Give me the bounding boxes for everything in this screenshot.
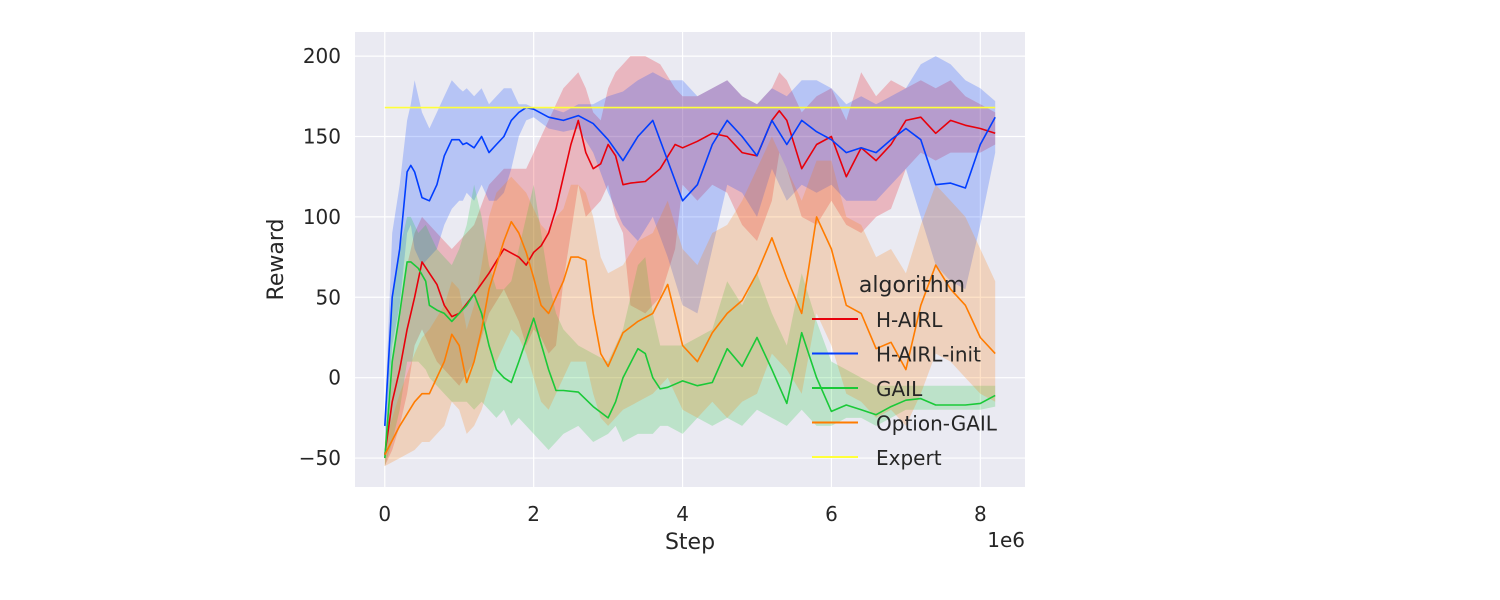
y-tick-label: 50 bbox=[316, 285, 341, 309]
h-airl-init-line bbox=[384, 106, 996, 426]
y-tick-label: −50 bbox=[299, 446, 341, 470]
x-tick-label: 0 bbox=[378, 502, 391, 526]
y-tick-label: 150 bbox=[303, 125, 341, 149]
gail-band bbox=[384, 184, 996, 467]
h-airl-line bbox=[384, 110, 996, 455]
legend-label-gail: GAIL bbox=[876, 377, 923, 401]
y-axis-label: Reward bbox=[264, 219, 289, 301]
y-tick-labels: −50 0 50 100 150 200 bbox=[299, 44, 341, 470]
x-tick-label: 8 bbox=[974, 502, 987, 526]
legend-label-h-airl: H-AIRL bbox=[876, 308, 943, 332]
option-gail-band bbox=[384, 136, 996, 467]
series-lines bbox=[384, 106, 996, 459]
legend-label-option-gail: Option-GAIL bbox=[876, 412, 998, 436]
y-tick-label: 100 bbox=[303, 205, 341, 229]
h-airl-band bbox=[384, 56, 996, 467]
option-gail-line bbox=[384, 216, 996, 456]
x-tick-label: 2 bbox=[527, 502, 540, 526]
legend-label-h-airl-init: H-AIRL-init bbox=[876, 343, 981, 367]
y-tick-label: 0 bbox=[328, 366, 341, 390]
confidence-bands bbox=[384, 56, 996, 467]
x-tick-label: 4 bbox=[676, 502, 689, 526]
legend: algorithm H-AIRL H-AIRL-init GAIL Option-GA… bbox=[812, 273, 998, 470]
x-offset-label: 1e6 bbox=[987, 528, 1025, 552]
gail-line bbox=[384, 261, 996, 459]
h-airl-init-band bbox=[384, 56, 996, 442]
legend-label-expert: Expert bbox=[876, 446, 942, 470]
x-axis-label: Step bbox=[665, 530, 715, 555]
y-tick-label: 200 bbox=[303, 44, 341, 68]
x-tick-labels: 0 2 4 6 8 bbox=[378, 502, 986, 526]
x-tick-label: 6 bbox=[825, 502, 838, 526]
legend-title: algorithm bbox=[859, 273, 965, 298]
